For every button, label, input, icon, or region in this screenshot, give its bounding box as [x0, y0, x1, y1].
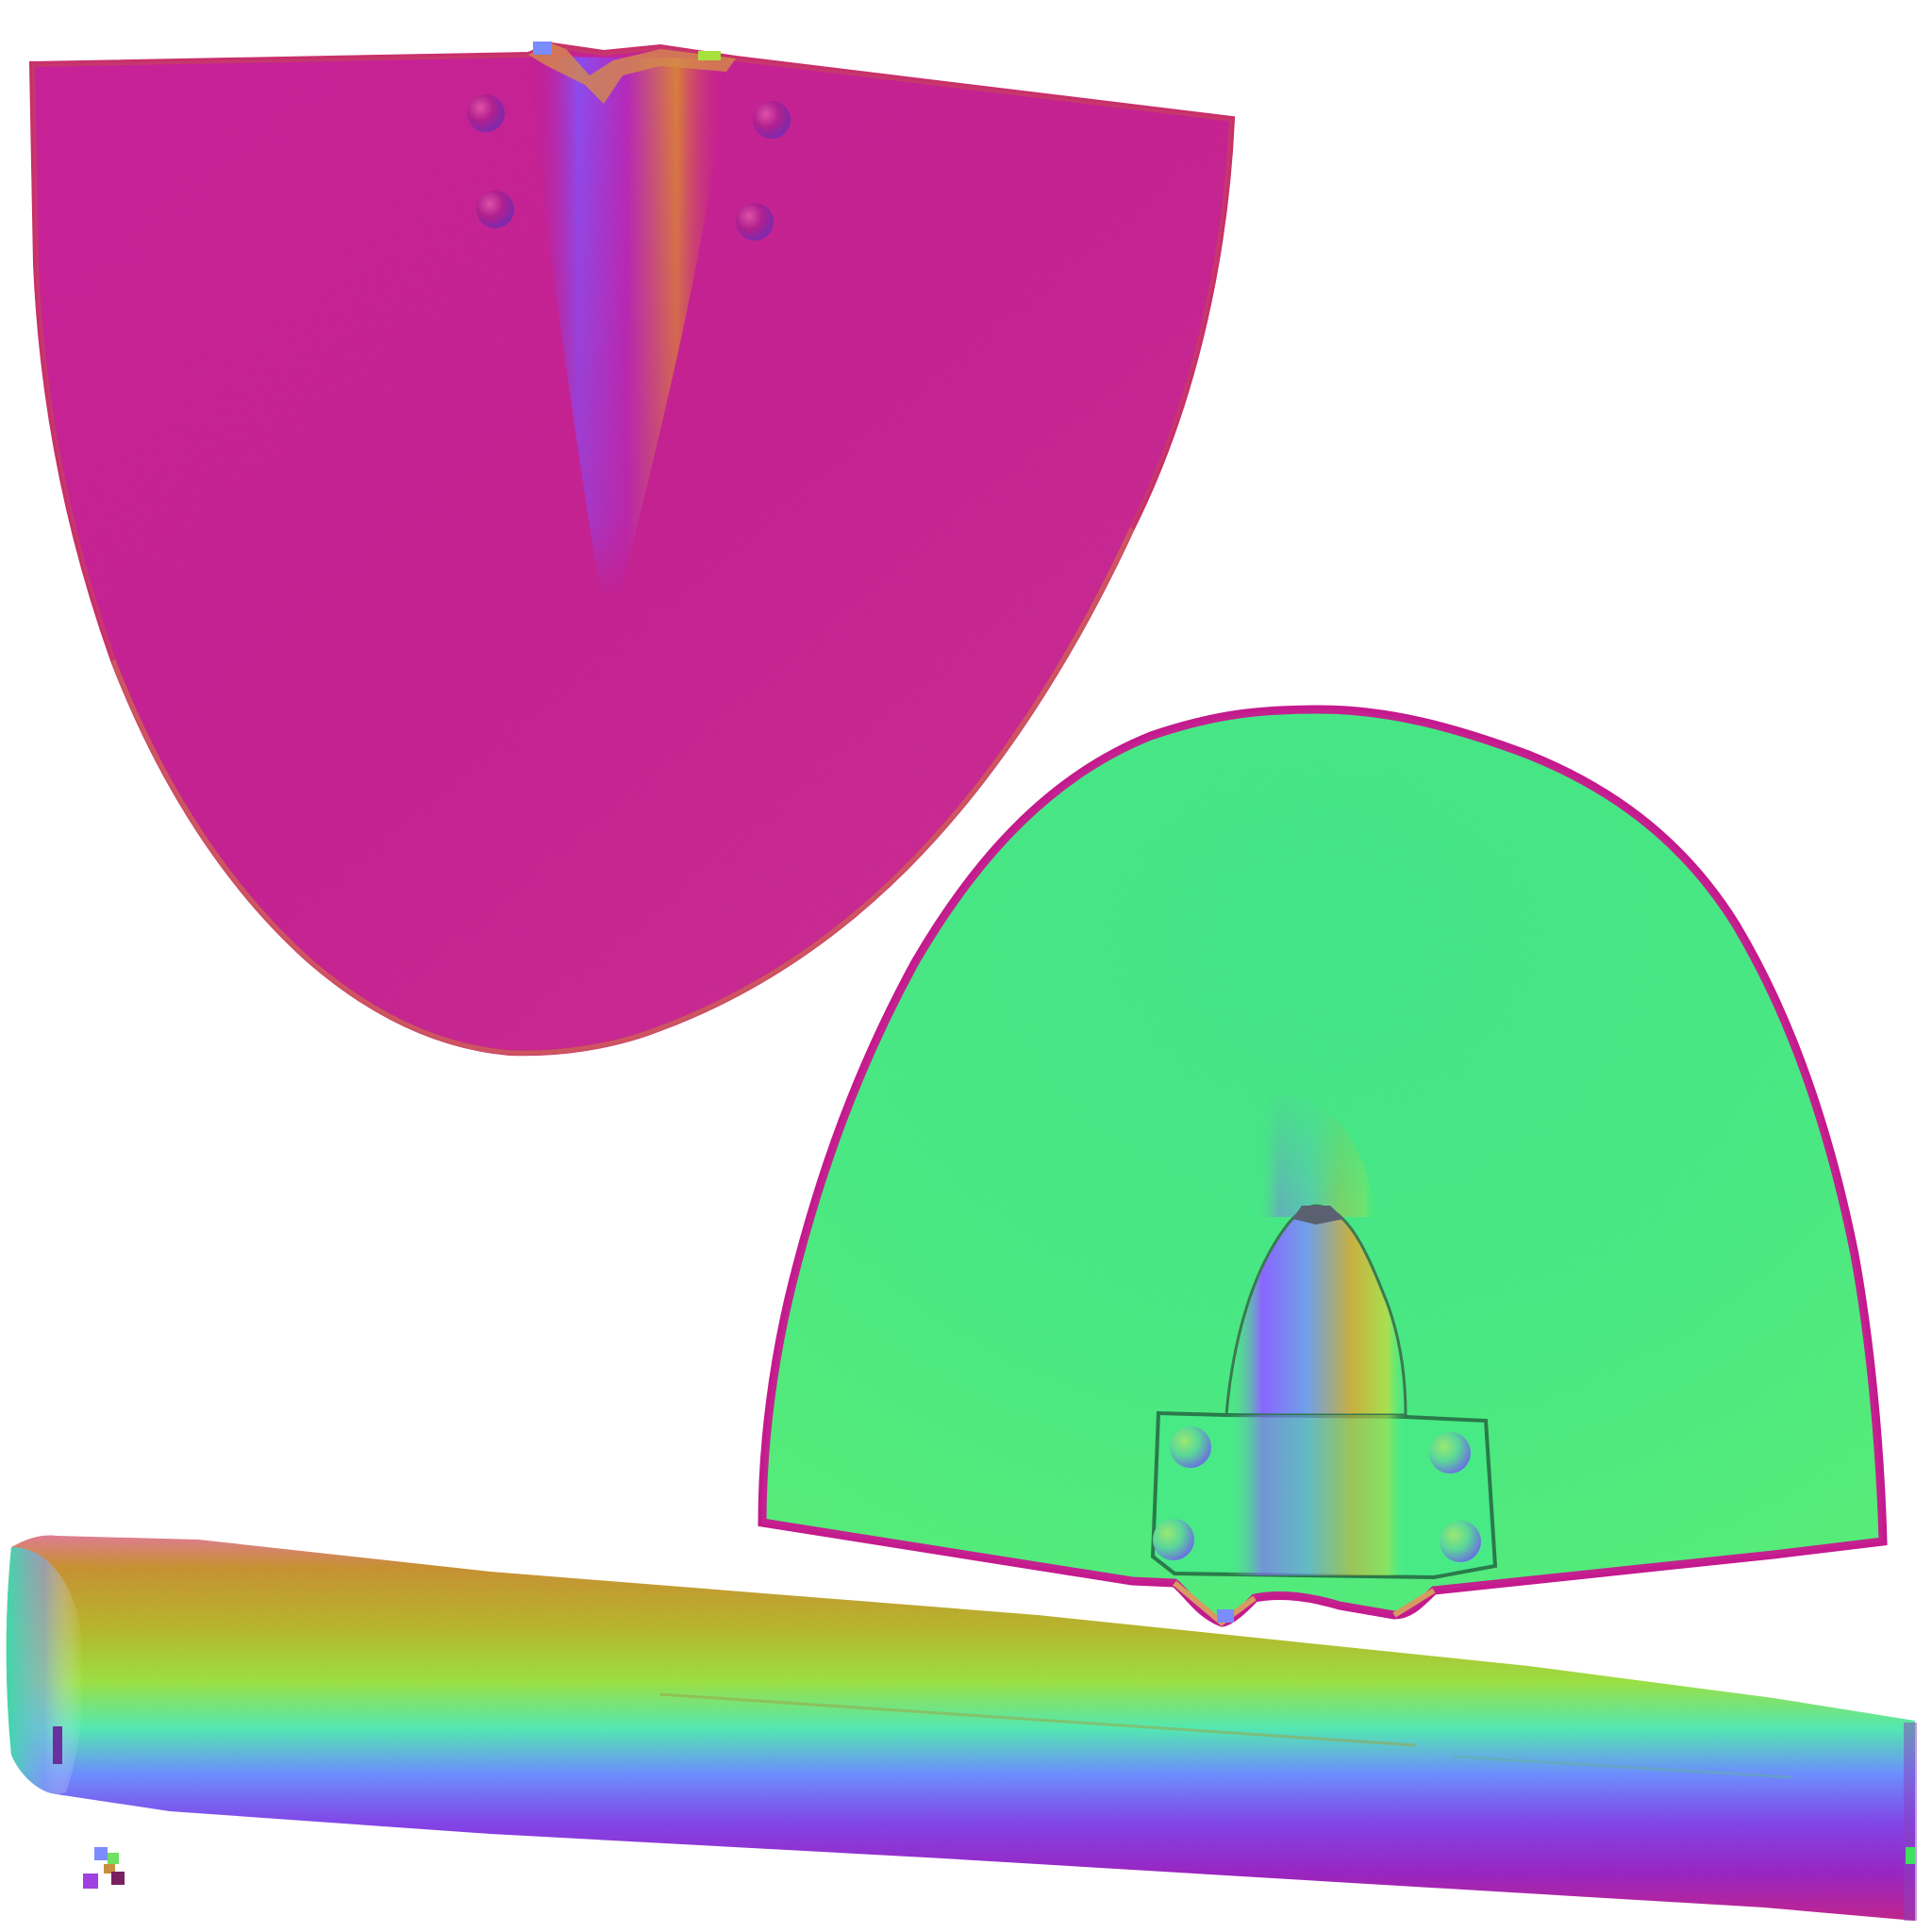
rivet-icon: [1153, 1519, 1194, 1560]
rivet-icon: [753, 101, 791, 139]
rivet-icon: [736, 203, 774, 241]
rivet-icon: [1170, 1426, 1211, 1468]
rivet-icon: [467, 94, 505, 132]
rivet-icon: [1429, 1432, 1471, 1474]
blade-front: [758, 705, 1888, 1627]
rivet-icon: [476, 191, 514, 228]
handle: [6, 1535, 1917, 1921]
blade-back: [28, 42, 1236, 1057]
blade-back-ridge: [528, 57, 726, 596]
stray-texels: [83, 1847, 125, 1889]
rivet-icon: [1440, 1521, 1481, 1562]
